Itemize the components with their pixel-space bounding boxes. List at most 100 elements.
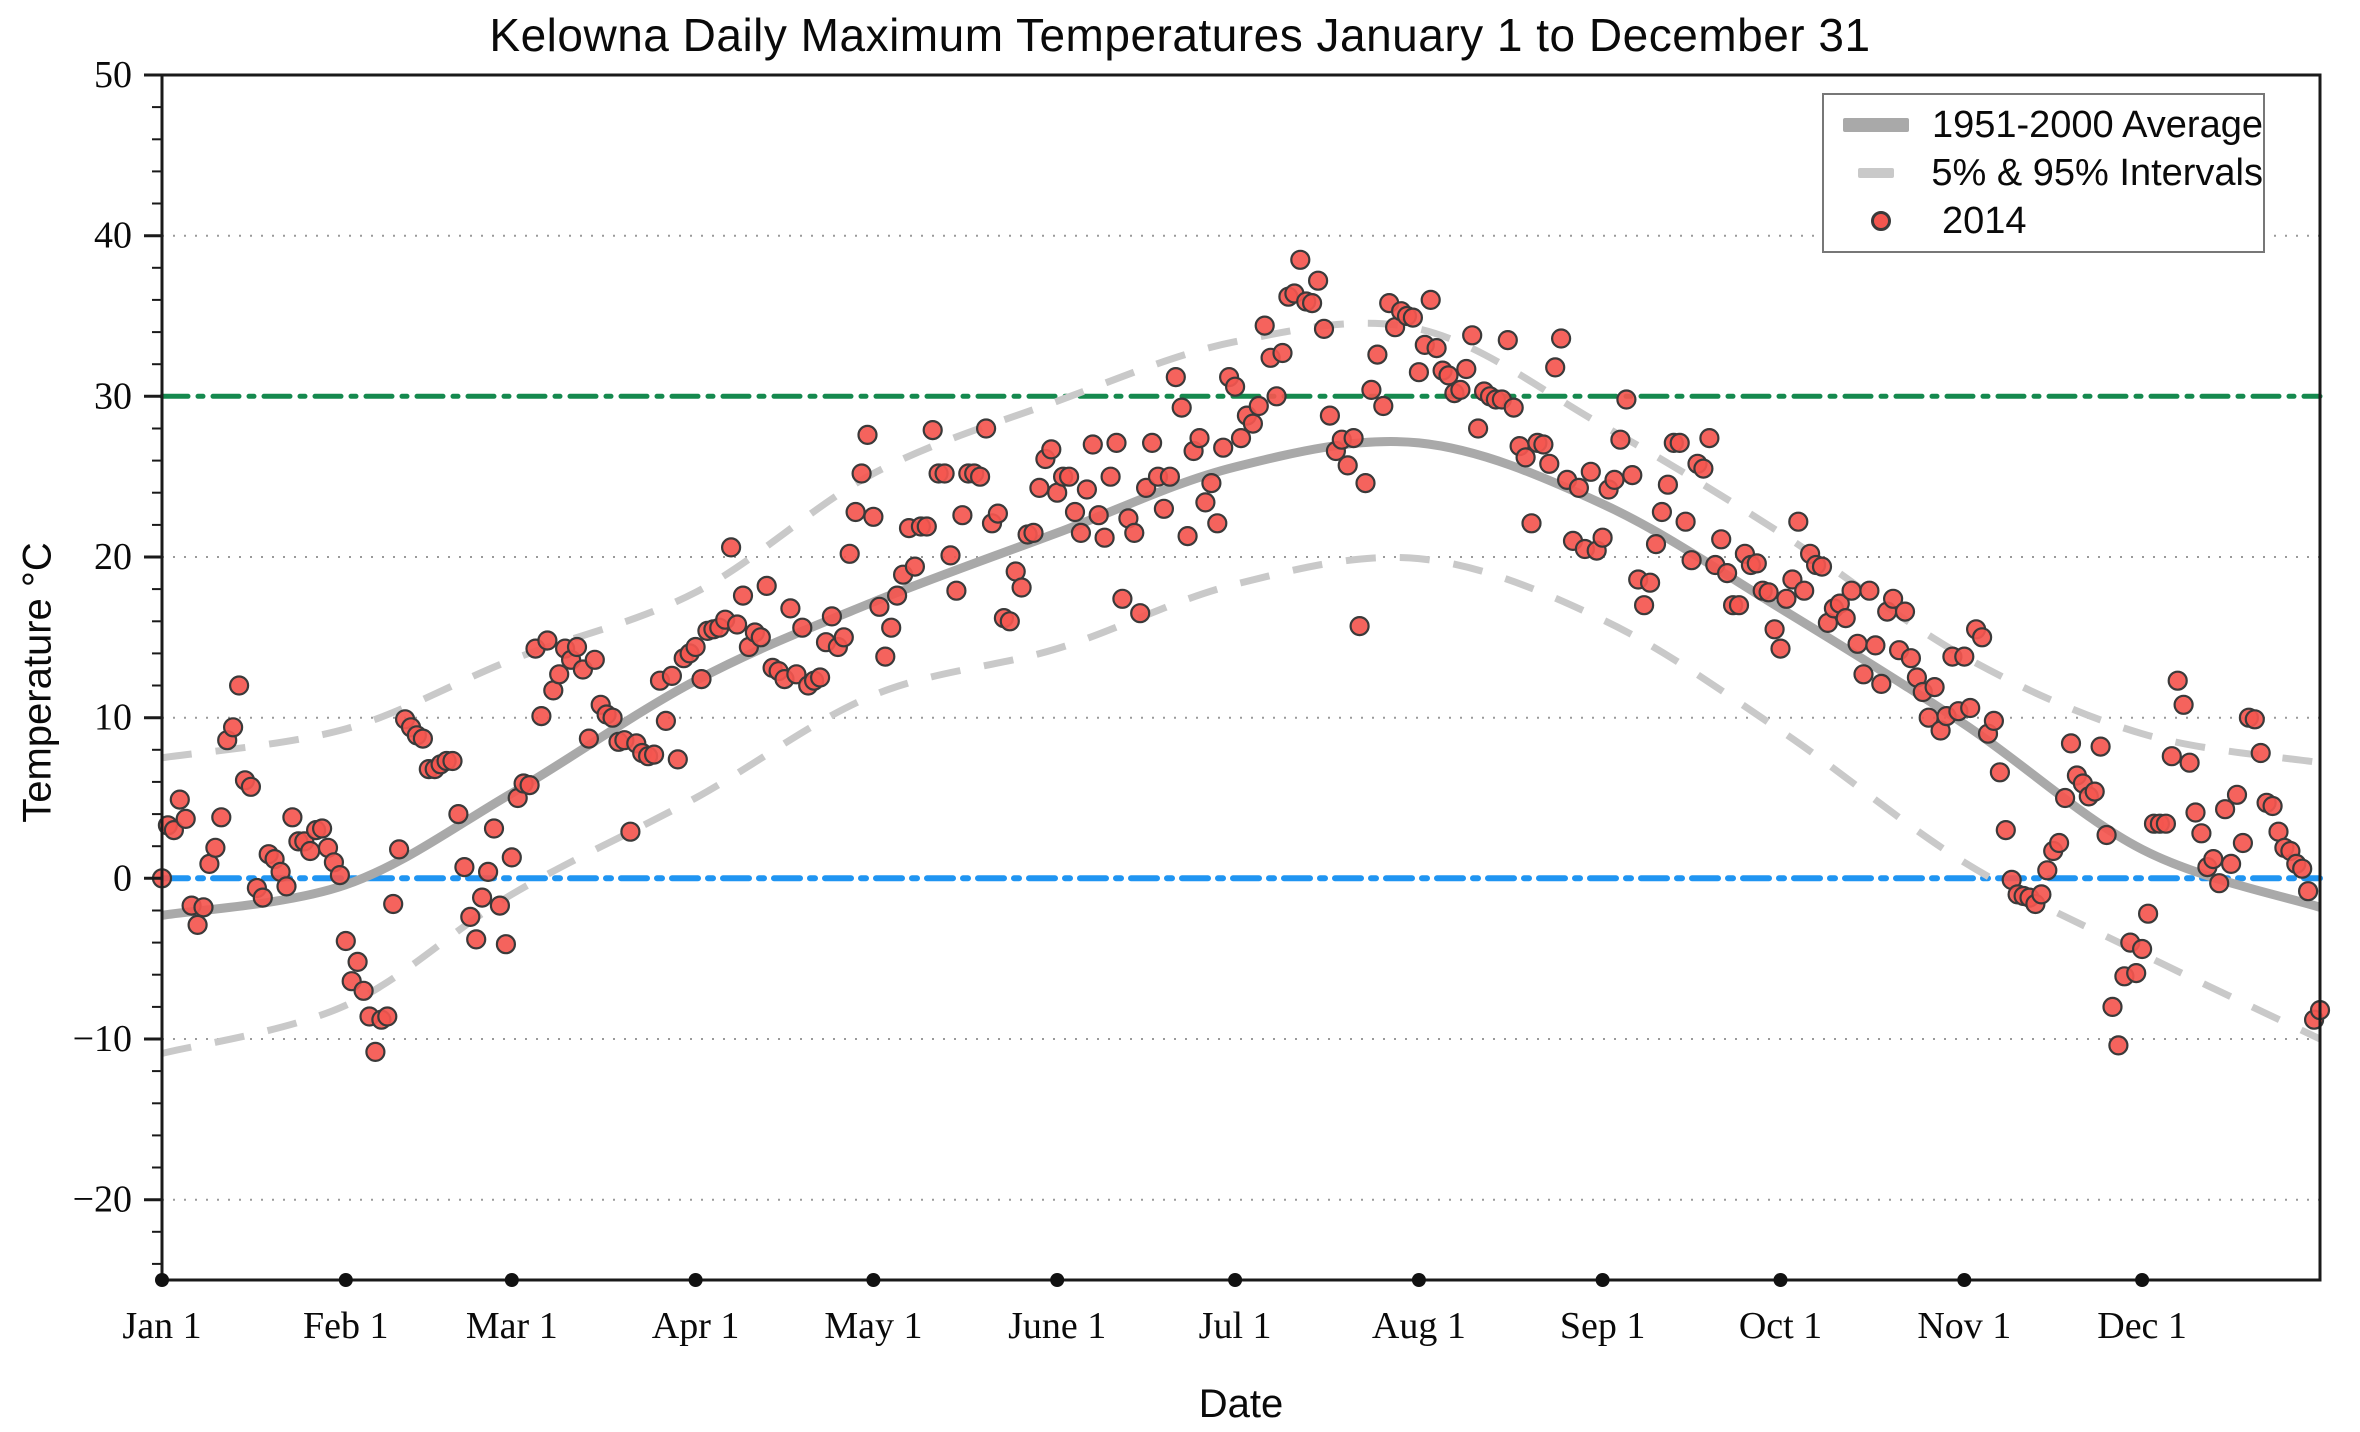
data-point-2014 [732,585,754,606]
data-point-2014 [655,710,677,732]
data-point-2014 [1865,635,1886,656]
data-point-2014 [934,463,955,484]
data-point-2014 [1420,289,1441,310]
data-point-2014 [329,864,350,886]
legend-label-intervals: 5% & 95% Intervals [1931,151,2263,194]
data-point-2014 [353,980,374,1001]
data-point-2014 [1290,249,1311,270]
data-point-2014 [821,606,843,627]
data-point-2014 [1195,492,1216,513]
data-point-2014 [1871,673,1892,695]
data-point-2014 [2185,802,2206,823]
data-point-2014 [946,580,967,601]
data-point-2014 [2138,903,2159,924]
data-point-2014 [460,906,481,928]
data-point-2014 [1882,588,1904,609]
data-point-2014 [1859,580,1880,601]
data-point-2014 [1402,307,1424,328]
data-point-2014 [1960,697,1981,719]
legend-item-2014: 2014 [1838,198,2263,244]
data-point-2014 [1924,676,1945,698]
data-point-2014 [839,543,860,564]
data-point-2014 [1657,474,1679,495]
data-point-2014 [2084,781,2105,802]
data-point-2014 [1361,379,1382,400]
data-point-2014 [1266,386,1287,407]
month-tick-dot [155,1273,169,1287]
data-point-2014 [2179,752,2200,773]
data-point-2014 [1456,358,1477,380]
data-point-2014 [851,463,872,484]
data-point-2014 [187,914,208,936]
data-point-2014 [1159,466,1181,487]
data-point-2014 [809,667,831,688]
data-point-2014 [193,897,214,918]
data-point-2014 [531,705,552,727]
data-point-2014 [1610,429,1631,450]
data-point-2014 [1165,367,1186,388]
data-point-2014 [1550,328,1572,349]
data-point-2014 [1894,601,1916,622]
data-point-2014 [454,856,475,878]
data-point-2014 [1426,338,1447,359]
data-point-2014 [1307,270,1329,291]
data-point-2014 [175,808,196,830]
data-point-2014 [1521,513,1542,534]
data-point-2014 [377,1006,398,1027]
data-point-2014 [1580,461,1601,482]
svg-text:Apr 1: Apr 1 [652,1305,740,1347]
data-point-2014 [1094,527,1115,548]
data-point-2014 [2250,742,2271,764]
data-point-2014 [1900,648,1922,669]
data-point-2014 [2292,858,2313,879]
data-point-2014 [2108,1035,2129,1056]
data-point-2014 [466,929,487,950]
month-tick-dot [1228,1273,1243,1287]
data-point-2014 [489,895,510,916]
data-point-2014 [1545,357,1566,378]
month-tick-dot [1411,1273,1426,1287]
data-point-2014 [566,636,588,658]
data-point-2014 [667,749,688,770]
data-point-2014 [501,847,522,868]
data-point-2014 [1716,562,1738,584]
data-point-2014 [1088,505,1109,526]
data-point-2014 [472,887,493,908]
svg-text:May 1: May 1 [824,1305,922,1347]
y-axis-ticks: 50 40 30 20 10 0 −10 −20 [73,54,162,1265]
data-point-2014 [1349,615,1370,637]
scatter-dot-swatch [1838,211,1924,231]
data-point-2014 [863,506,884,527]
month-tick-dot [688,1273,703,1287]
month-tick-dot [504,1273,519,1287]
data-point-2014 [1616,389,1637,410]
data-point-2014 [1213,437,1234,458]
data-point-2014 [2298,881,2319,902]
curve-lower-5 [161,553,2322,1057]
data-point-2014 [1533,434,1554,455]
data-point-2014 [1592,527,1613,548]
data-point-2014 [1681,550,1702,571]
data-point-2014 [1130,603,1151,624]
data-point-2014 [1408,362,1430,383]
scatter-2014 [151,249,2331,1063]
data-point-2014 [691,668,712,690]
data-point-2014 [335,930,356,952]
data-point-2014 [2209,873,2230,894]
data-point-2014 [1367,344,1388,365]
data-point-2014 [1811,556,1833,577]
data-point-2014 [1438,365,1459,386]
data-point-2014 [412,728,433,749]
data-point-2014 [833,627,854,648]
data-point-2014 [643,744,665,765]
data-point-2014 [2262,795,2283,817]
average-line-swatch [1838,118,1914,132]
data-point-2014 [886,585,908,606]
data-point-2014 [1954,646,1975,667]
gridlines [162,234,2320,1201]
data-point-2014 [2037,860,2058,881]
legend-label-2014: 2014 [1942,199,2027,242]
data-point-2014 [2155,813,2176,834]
data-point-2014 [1989,762,2011,783]
